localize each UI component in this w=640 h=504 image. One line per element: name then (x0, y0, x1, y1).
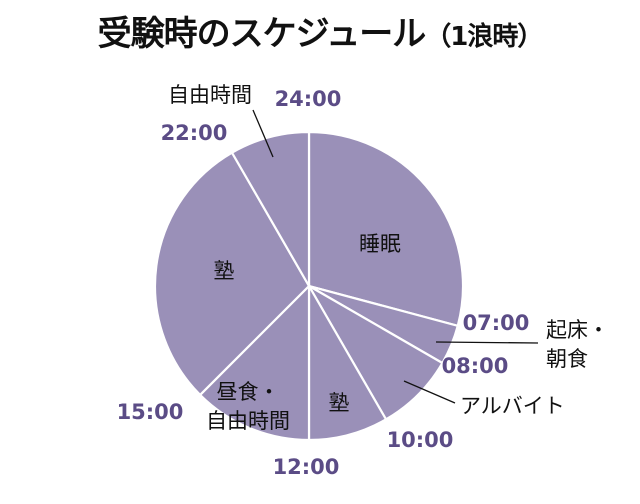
pie-slices (153, 130, 465, 442)
slice-label-2: アルバイト (460, 394, 565, 418)
slice-label-4-line-1: 自由時間 (206, 409, 290, 433)
tick-label-1: 07:00 (463, 311, 530, 335)
slice-label-1-line-1: 朝食 (546, 347, 588, 371)
tick-label-2: 08:00 (442, 354, 509, 378)
slice-label-3: 塾 (329, 391, 350, 415)
leader-lines (252, 109, 539, 404)
tick-label-5: 15:00 (117, 400, 184, 424)
tick-label-0: 24:00 (275, 87, 342, 111)
slice-label-4-line-0: 昼食・ (217, 380, 280, 404)
tick-label-3: 10:00 (387, 428, 454, 452)
slice-label-1-line-0: 起床・ (546, 318, 609, 342)
leader-line-0 (435, 341, 539, 344)
chart-subtitle: （1浪時） (425, 22, 543, 52)
slice-label-0: 睡眠 (359, 232, 401, 256)
leader-line-1 (403, 380, 456, 404)
pie-slice-5 (153, 151, 311, 397)
tick-label-6: 22:00 (161, 121, 228, 145)
leader-line-2 (252, 109, 274, 158)
pie-slice-0 (307, 130, 465, 328)
slice-label-6: 自由時間 (168, 83, 252, 107)
chart-title: 受験時のスケジュール（1浪時） (0, 6, 640, 55)
slice-label-5: 塾 (214, 259, 235, 283)
time-tick-labels: 24:00 07:00 08:00 10:00 12:00 15:00 22:00 (117, 87, 530, 479)
pie-slice-6 (230, 130, 311, 291)
pie-slice-4 (198, 283, 311, 442)
tick-label-4: 12:00 (273, 455, 340, 479)
chart-title-main: 受験時のスケジュール (97, 14, 427, 54)
